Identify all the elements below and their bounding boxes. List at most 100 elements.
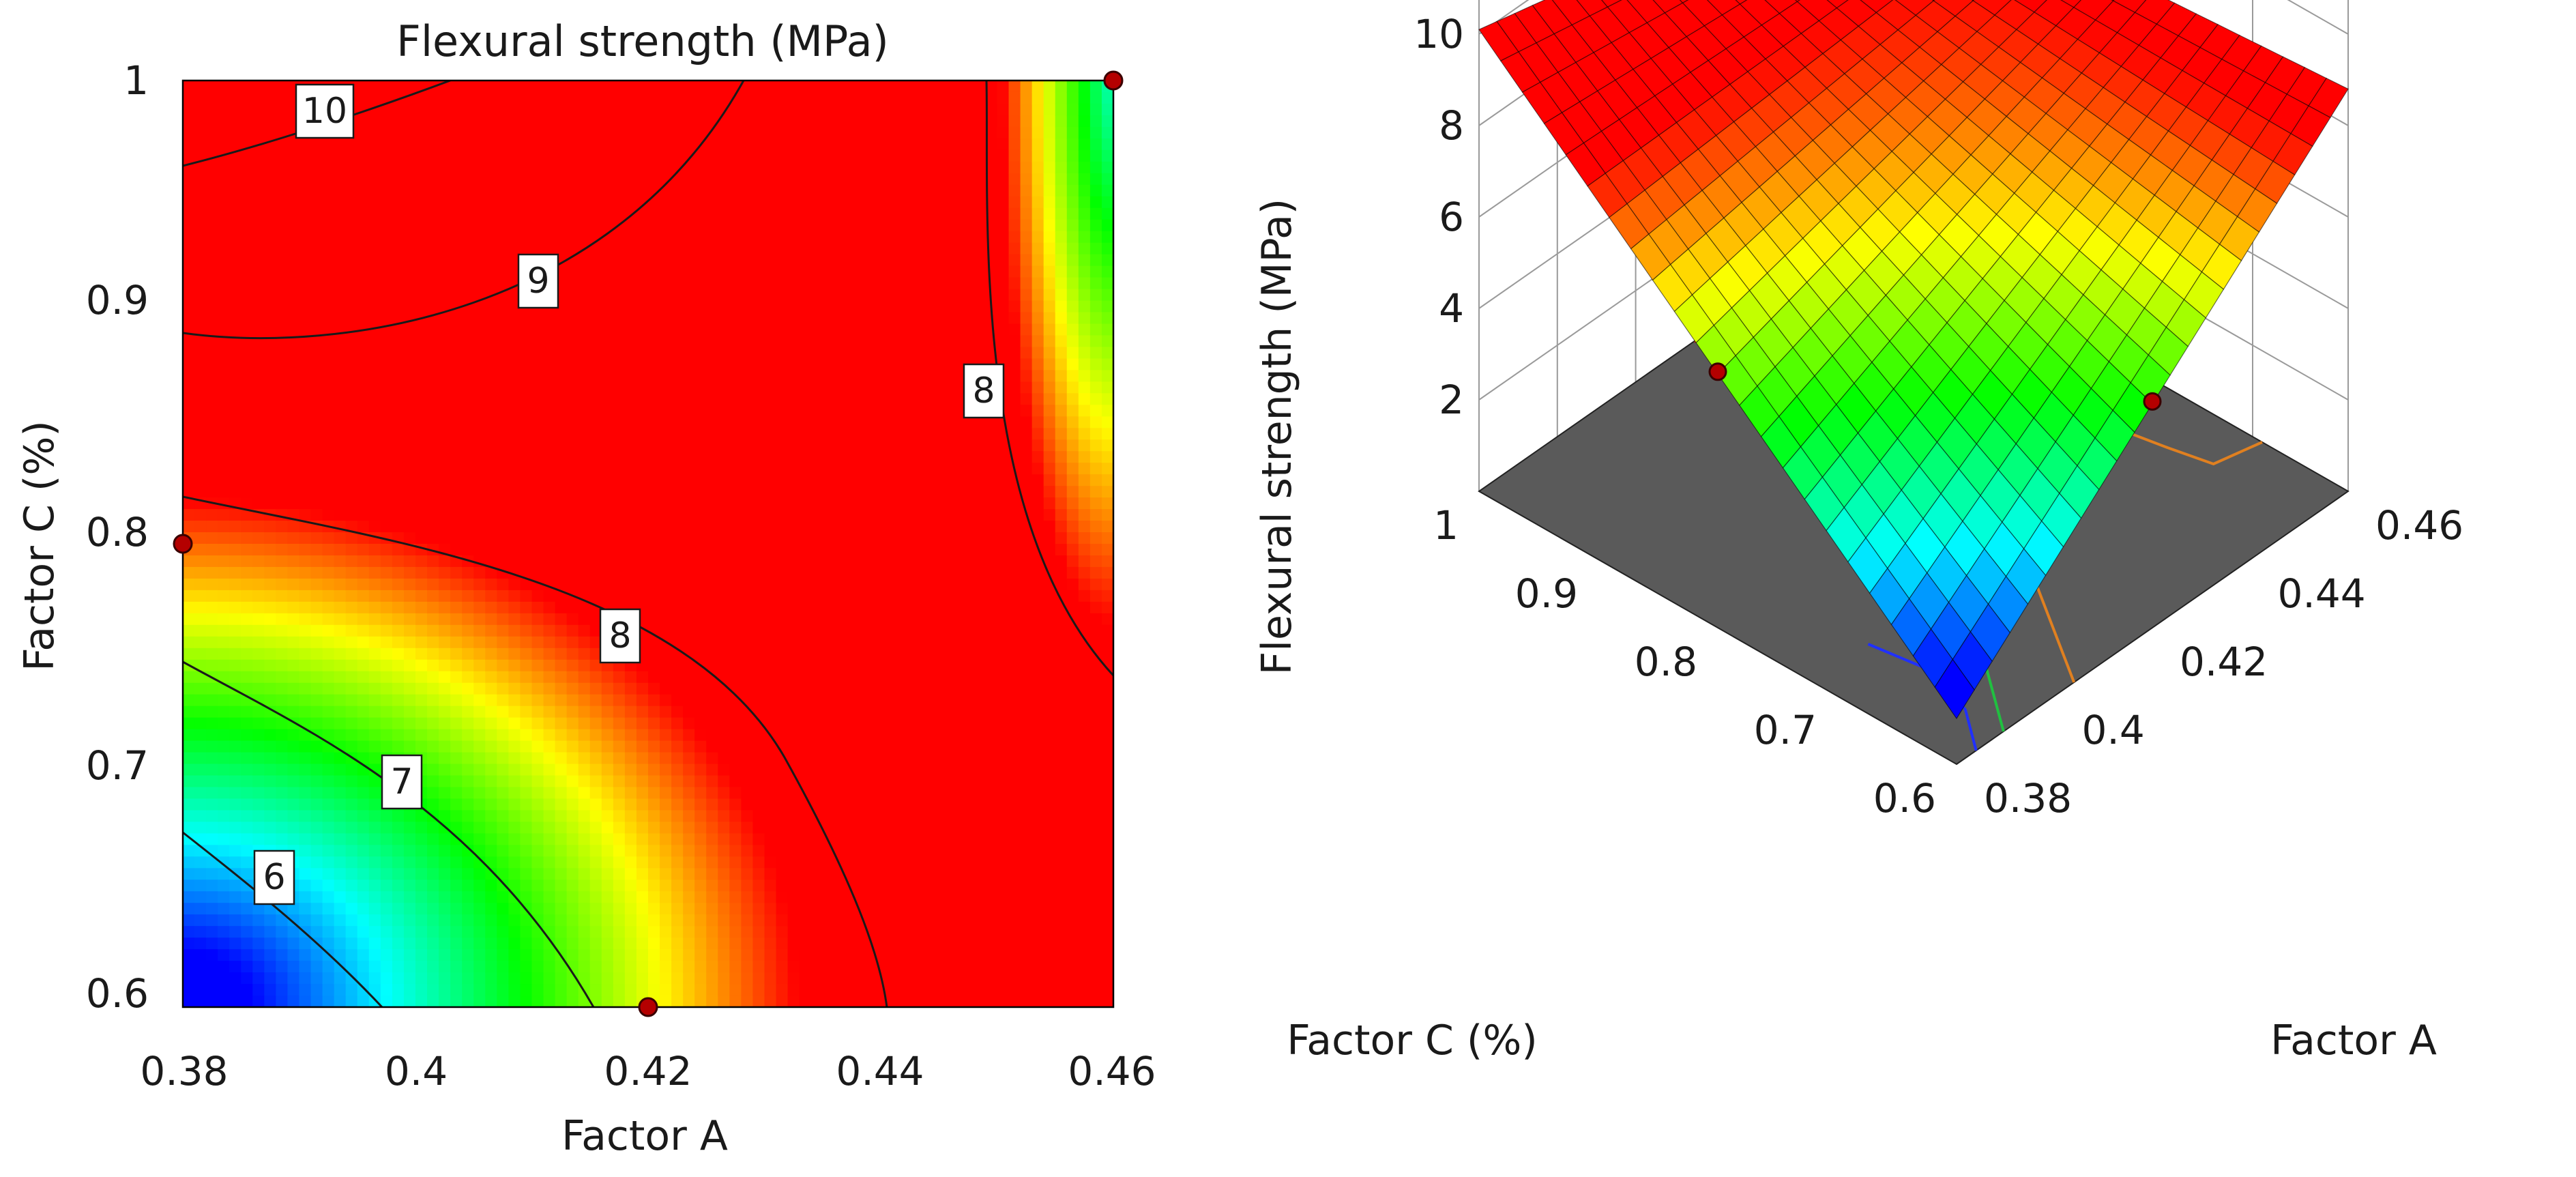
heat-cell <box>241 439 254 452</box>
heat-cell <box>497 984 510 996</box>
heat-cell <box>764 972 777 985</box>
heat-cell <box>868 509 881 521</box>
heat-cell <box>601 381 614 394</box>
heat-cell <box>718 891 731 904</box>
heat-cell <box>497 740 510 753</box>
heat-cell <box>299 439 312 452</box>
heat-cell <box>194 891 207 904</box>
heat-cell <box>276 601 289 614</box>
heat-cell <box>345 659 358 672</box>
heat-cell <box>624 764 637 776</box>
heat-cell <box>694 173 707 186</box>
heat-cell <box>334 810 347 823</box>
heat-cell <box>892 347 905 360</box>
heat-cell <box>822 810 835 823</box>
heat-cell <box>636 265 649 278</box>
heat-cell <box>403 358 416 371</box>
heat-cell <box>450 601 463 614</box>
heat-cell <box>194 694 207 707</box>
heat-cell <box>206 463 219 476</box>
heat-cell <box>718 659 731 672</box>
heat-cell <box>368 451 381 464</box>
heat-cell <box>183 845 195 858</box>
heat-cell <box>497 613 510 626</box>
heat-cell <box>881 486 893 499</box>
heat-cell <box>543 590 556 602</box>
heat-cell <box>322 242 335 255</box>
heat-cell <box>299 601 312 614</box>
heat-cell <box>218 300 231 313</box>
heat-cell <box>357 405 370 418</box>
heat-cell <box>822 787 835 800</box>
heat-cell <box>881 300 893 313</box>
heat-cell <box>729 370 742 383</box>
heat-cell <box>241 566 254 579</box>
heat-cell <box>543 926 556 939</box>
heat-cell <box>241 173 254 186</box>
heat-cell <box>194 428 207 441</box>
heat-cell <box>566 265 579 278</box>
heat-cell <box>822 231 835 244</box>
heat-cell <box>427 972 439 985</box>
heat-cell <box>508 439 521 452</box>
heat-cell <box>857 810 870 823</box>
heat-cell <box>310 254 323 267</box>
heat-cell <box>380 926 393 939</box>
heat-cell <box>439 231 452 244</box>
heat-cell <box>706 961 719 973</box>
heat-cell <box>206 682 219 695</box>
heat-cell <box>531 903 544 916</box>
heat-cell <box>322 764 335 776</box>
heat-cell <box>822 405 835 418</box>
heat-cell <box>729 798 742 811</box>
heat-cell <box>276 578 289 591</box>
heat-cell <box>857 439 870 452</box>
heat-cell <box>648 521 660 533</box>
heat-cell <box>589 775 602 788</box>
heat-cell <box>520 207 533 220</box>
heat-cell <box>229 544 242 556</box>
heat-cell <box>810 370 823 383</box>
heat-cell <box>892 671 905 684</box>
heat-cell <box>485 103 498 116</box>
heat-cell <box>601 347 614 360</box>
heat-cell <box>578 787 591 800</box>
heat-cell <box>531 149 544 162</box>
heat-cell <box>578 370 591 383</box>
heat-cell <box>660 184 672 197</box>
heat-cell <box>892 798 905 811</box>
heat-cell <box>892 196 905 209</box>
heat-cell <box>345 370 358 383</box>
heat-cell <box>368 880 381 892</box>
heat-cell <box>694 532 707 544</box>
heat-cell <box>287 659 300 672</box>
heat-cell <box>566 463 579 476</box>
heat-cell <box>485 544 498 556</box>
heat-cell <box>555 659 568 672</box>
heat-cell <box>648 115 660 128</box>
heat-cell <box>566 416 579 429</box>
heat-cell <box>450 254 463 267</box>
heat-cell <box>671 682 684 695</box>
heat-cell <box>857 335 870 348</box>
heat-cell <box>799 984 812 996</box>
heat-cell <box>752 949 765 962</box>
heat-cell <box>427 845 439 858</box>
heat-cell <box>660 277 672 290</box>
heat-cell <box>543 648 556 660</box>
heat-cell <box>380 254 393 267</box>
heat-cell <box>624 740 637 753</box>
heat-cell <box>322 648 335 660</box>
heat-cell <box>206 381 219 394</box>
heat-cell <box>892 694 905 707</box>
heat-cell <box>624 173 637 186</box>
heat-cell <box>776 173 789 186</box>
heat-cell <box>904 277 917 290</box>
heat-cell <box>718 126 731 139</box>
heat-cell <box>578 173 591 186</box>
heat-cell <box>741 740 754 753</box>
heat-cell <box>543 231 556 244</box>
heat-cell <box>683 358 696 371</box>
heat-cell <box>555 752 568 765</box>
heat-cell <box>520 173 533 186</box>
